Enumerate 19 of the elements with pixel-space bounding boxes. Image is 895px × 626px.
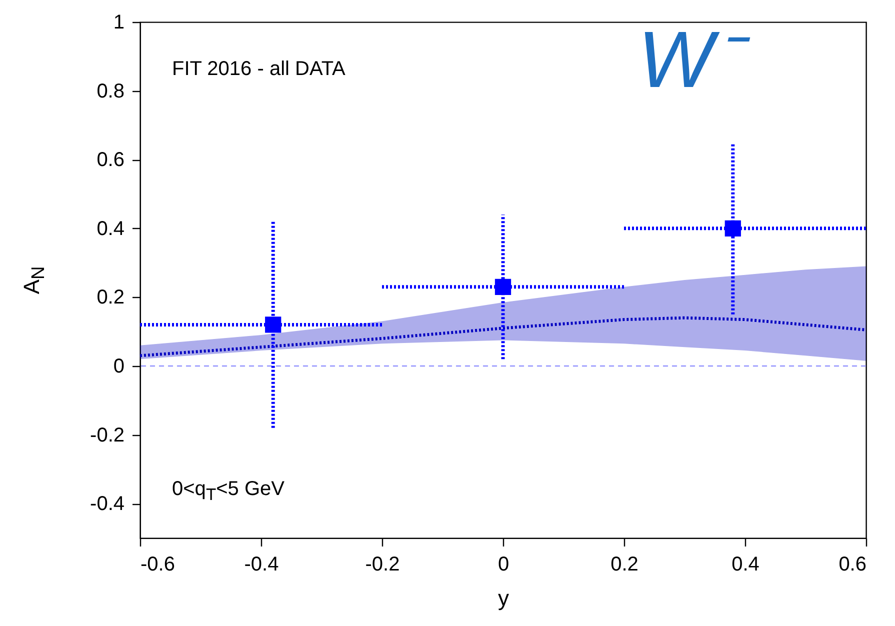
x-tick-label: -0.4	[244, 554, 279, 576]
y-tick-label: -0.4	[90, 493, 124, 516]
x-tick-label: -0.6	[140, 554, 175, 576]
x-tick-label: 0.4	[732, 554, 760, 576]
annotation: FIT 2016 - all DATA	[172, 58, 346, 81]
y-tick-label: 0.8	[96, 80, 124, 102]
line-series	[138, 316, 868, 358]
y-tick-label: 0.6	[96, 149, 124, 172]
annotation: 0<q$_{T}$<5 GeV	[172, 478, 285, 505]
y-tick-label: -0.2	[90, 424, 124, 446]
x-tick-label: 0.2	[610, 554, 638, 576]
x-tick-label: 0.6	[838, 554, 866, 576]
x-axis-title: y	[498, 586, 509, 610]
y-tick-label: 0	[113, 356, 124, 378]
x-tick-label: 0	[498, 554, 510, 576]
y-tick-label: 0.2	[96, 286, 124, 309]
y-tick-label: 0.4	[96, 218, 124, 240]
x-tick-label: -0.2	[365, 554, 400, 576]
y-tick-label: 1	[113, 12, 124, 34]
